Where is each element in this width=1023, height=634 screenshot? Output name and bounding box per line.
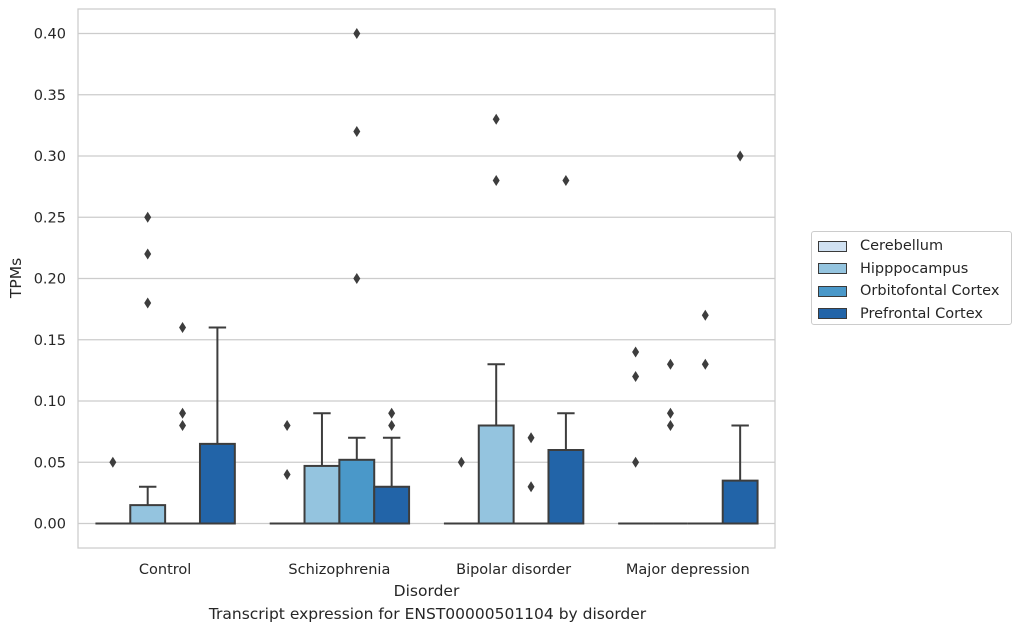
outlier-point bbox=[457, 456, 465, 468]
outlier-point bbox=[666, 420, 674, 431]
legend-swatch bbox=[818, 263, 847, 275]
y-tick-label: 0.35 bbox=[34, 88, 66, 104]
gridlines bbox=[78, 32, 775, 525]
box bbox=[198, 442, 236, 525]
y-tick-label: 0.25 bbox=[34, 210, 66, 226]
outlier-point bbox=[527, 432, 535, 444]
legend-label: Hipppocampus bbox=[860, 260, 969, 277]
outlier-point bbox=[666, 407, 674, 419]
outlier-point bbox=[179, 407, 187, 419]
y-tick-label: 0.05 bbox=[34, 455, 66, 471]
box bbox=[129, 504, 167, 525]
legend-swatch bbox=[818, 308, 847, 320]
outlier-point bbox=[388, 407, 396, 419]
legend-swatch bbox=[818, 240, 847, 252]
outlier-point bbox=[144, 211, 152, 223]
legend-item: Cerebellum bbox=[818, 235, 1011, 258]
y-axis-ticks: 0.00 0.05 0.10 0.15 0.20 0.25 0.30 0.35 0.40 bbox=[34, 27, 66, 533]
outlier-point bbox=[353, 126, 361, 137]
outlier-point bbox=[144, 297, 152, 309]
x-tick-label: Schizophrenia bbox=[288, 562, 390, 578]
legend: Cerebellum Hipppocampus Orbitofontal Corte… bbox=[811, 231, 1012, 325]
outlier-point bbox=[666, 358, 674, 370]
outlier-point bbox=[144, 248, 152, 260]
outlier-point bbox=[353, 28, 361, 39]
x-axis-ticks: Control Schizophrenia Bipolar disorder Majo… bbox=[139, 562, 750, 578]
legend-swatch bbox=[818, 285, 847, 297]
outlier-point bbox=[388, 420, 396, 431]
box bbox=[477, 424, 515, 525]
outlier-point bbox=[527, 481, 535, 493]
outlier-point bbox=[701, 309, 709, 321]
box bbox=[721, 479, 759, 525]
outlier-point bbox=[632, 346, 640, 358]
box-series bbox=[95, 28, 759, 525]
outlier-point bbox=[109, 456, 117, 468]
outlier-point bbox=[701, 358, 709, 370]
legend-label: Orbitofontal Cortex bbox=[860, 283, 1000, 300]
box bbox=[373, 485, 411, 525]
box bbox=[547, 449, 585, 525]
y-tick-label: 0.30 bbox=[34, 149, 66, 165]
outlier-point bbox=[492, 113, 500, 125]
outlier-point bbox=[492, 175, 500, 186]
x-tick-label: Control bbox=[139, 562, 191, 578]
legend-label: Prefrontal Cortex bbox=[860, 305, 983, 322]
y-tick-label: 0.00 bbox=[34, 517, 66, 533]
x-tick-label: Major depression bbox=[626, 562, 750, 578]
y-tick-label: 0.40 bbox=[34, 27, 66, 43]
y-axis-label: TPMs bbox=[7, 258, 25, 299]
outlier-point bbox=[562, 175, 570, 186]
y-tick-label: 0.20 bbox=[34, 272, 66, 288]
legend-item: Orbitofontal Cortex bbox=[818, 280, 1011, 303]
outlier-point bbox=[736, 150, 744, 162]
outlier-point bbox=[283, 420, 291, 431]
figure-caption: Transcript expression for ENST0000050110… bbox=[208, 605, 647, 623]
outlier-point bbox=[632, 456, 640, 468]
box bbox=[303, 464, 341, 525]
outlier-point bbox=[632, 371, 640, 382]
outlier-point bbox=[353, 273, 361, 284]
y-tick-label: 0.10 bbox=[34, 394, 66, 410]
legend-item: Prefrontal Cortex bbox=[818, 303, 1011, 326]
x-axis-label: Disorder bbox=[394, 582, 460, 600]
outlier-point bbox=[283, 469, 291, 480]
plot-frame bbox=[77, 8, 776, 549]
outlier-point bbox=[179, 420, 187, 431]
box bbox=[338, 458, 376, 525]
legend-label: Cerebellum bbox=[860, 238, 944, 255]
outlier-point bbox=[179, 322, 187, 333]
y-tick-label: 0.15 bbox=[34, 333, 66, 349]
legend-item: Hipppocampus bbox=[818, 258, 1011, 281]
x-tick-label: Bipolar disorder bbox=[456, 562, 571, 578]
